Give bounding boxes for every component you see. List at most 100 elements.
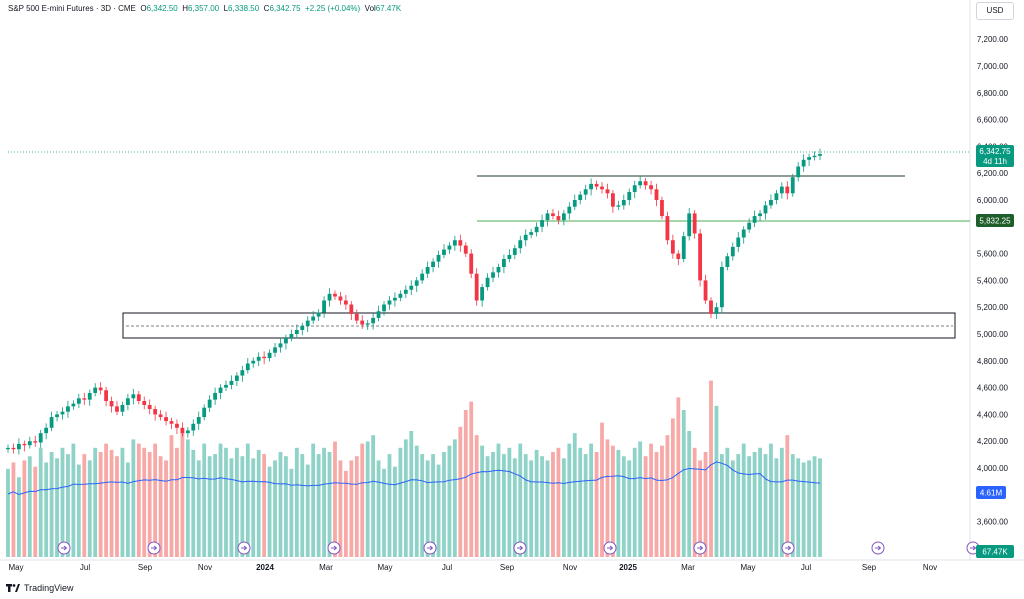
volume-bar (665, 435, 670, 557)
candle-body (758, 213, 762, 217)
price-tick-label: 5,600.00 (977, 250, 1009, 259)
volume-bar (393, 466, 397, 557)
volume-bar (284, 456, 288, 557)
candle-body (33, 441, 38, 443)
support-zone-box[interactable] (122, 312, 956, 339)
candle-body (660, 200, 664, 217)
volume-bar (752, 452, 757, 557)
candle-body (654, 189, 659, 200)
event-markers[interactable] (57, 541, 980, 555)
volume-bar (785, 435, 790, 557)
symbol-title[interactable]: S&P 500 E-mini Futures · 3D · CME (8, 4, 136, 13)
candle-body (796, 166, 801, 178)
dividend-event-icon[interactable] (603, 541, 617, 555)
volume-bar (414, 445, 419, 557)
time-tick-label: 2024 (256, 563, 274, 572)
price-tick-label: 4,000.00 (977, 464, 1009, 473)
symbol-header: S&P 500 E-mini Futures · 3D · CME O6,342… (8, 3, 401, 15)
volume-bar (763, 454, 768, 557)
dividend-event-icon[interactable] (781, 541, 795, 555)
price-tick-label: 5,400.00 (977, 276, 1009, 285)
time-tick-label: May (377, 563, 392, 572)
volume-bar (774, 458, 779, 557)
dividend-event-icon[interactable] (57, 541, 71, 555)
candle-body (447, 245, 452, 250)
dividend-event-icon[interactable] (423, 541, 437, 555)
volume-bar (180, 431, 185, 557)
volume-bar (327, 452, 332, 557)
dividend-event-icon[interactable] (871, 541, 885, 555)
dividend-event-icon[interactable] (327, 541, 341, 555)
candle-body (125, 398, 130, 406)
candle-body (556, 216, 561, 221)
candle-body (425, 267, 430, 274)
tradingview-logo[interactable]: TradingView (6, 583, 74, 593)
candle-body (812, 155, 817, 158)
dividend-event-icon[interactable] (693, 541, 707, 555)
volume-bar (82, 454, 87, 557)
candle-body (16, 443, 21, 450)
volume-bar (790, 454, 795, 557)
volume-bar (807, 460, 812, 557)
time-axis[interactable]: May Jul Sep Nov 2024 Mar May Jul Sep Nov 2025 Mar Ma… (8, 563, 937, 572)
volume-bar (801, 462, 806, 557)
candle-body (463, 245, 468, 254)
open-label: O (140, 4, 147, 13)
candle-body (196, 417, 201, 424)
candle-body (11, 447, 16, 450)
volume-bar (316, 454, 321, 557)
volume-bar (703, 452, 708, 557)
time-tick-label: Nov (563, 563, 577, 572)
volume-bar (87, 460, 92, 557)
volume-bar (529, 460, 534, 557)
candle-body (529, 232, 534, 235)
candle-body (567, 206, 572, 214)
volume-bar (567, 443, 572, 557)
volume-bar (256, 449, 261, 557)
volume-bar (196, 460, 201, 557)
level-label: 5,832.25 (976, 214, 1014, 227)
volume-bar (93, 447, 98, 557)
volume-bar (616, 449, 621, 557)
candle-body (136, 394, 141, 401)
volume-bar (153, 443, 158, 557)
candle-body (719, 267, 724, 308)
candle-body (376, 311, 381, 318)
price-axis[interactable]: 7,200.007,000.006,800.006,600.006,400.00… (977, 35, 1009, 526)
volume-bar (229, 458, 234, 557)
volume-moving-average (7, 461, 821, 496)
candle-body (790, 177, 795, 194)
tradingview-icon (6, 583, 20, 592)
candle-body (284, 338, 288, 344)
candle-body (649, 185, 653, 190)
dividend-event-icon[interactable] (513, 541, 527, 555)
candle-body (218, 387, 223, 393)
candle-body (387, 300, 392, 305)
volume-bar (812, 456, 817, 557)
candle-body (627, 191, 632, 200)
time-tick-label: Mar (681, 563, 695, 572)
candle-body (474, 273, 479, 301)
candle-body (600, 186, 604, 190)
volume-bar (109, 449, 114, 557)
candle-body (224, 384, 228, 388)
volume-bar (376, 460, 381, 557)
dividend-event-icon[interactable] (147, 541, 161, 555)
candle-body (262, 356, 267, 359)
candle-body (169, 421, 174, 424)
candle-body (175, 423, 179, 428)
currency-button[interactable]: USD (976, 2, 1014, 20)
candle-body (507, 254, 512, 259)
candle-body (38, 433, 43, 443)
candle-body (131, 394, 136, 399)
candle-body (76, 398, 81, 404)
candle-body (300, 325, 305, 330)
volume-bar (360, 443, 365, 557)
volume-bar (125, 462, 130, 557)
dividend-event-icon[interactable] (237, 541, 251, 555)
candle-body (365, 323, 370, 325)
candle-body (452, 240, 457, 246)
price-chart[interactable]: 7,200.007,000.006,800.006,600.006,400.00… (0, 0, 1024, 580)
candle-body (22, 443, 27, 446)
volume-bar (480, 445, 485, 557)
